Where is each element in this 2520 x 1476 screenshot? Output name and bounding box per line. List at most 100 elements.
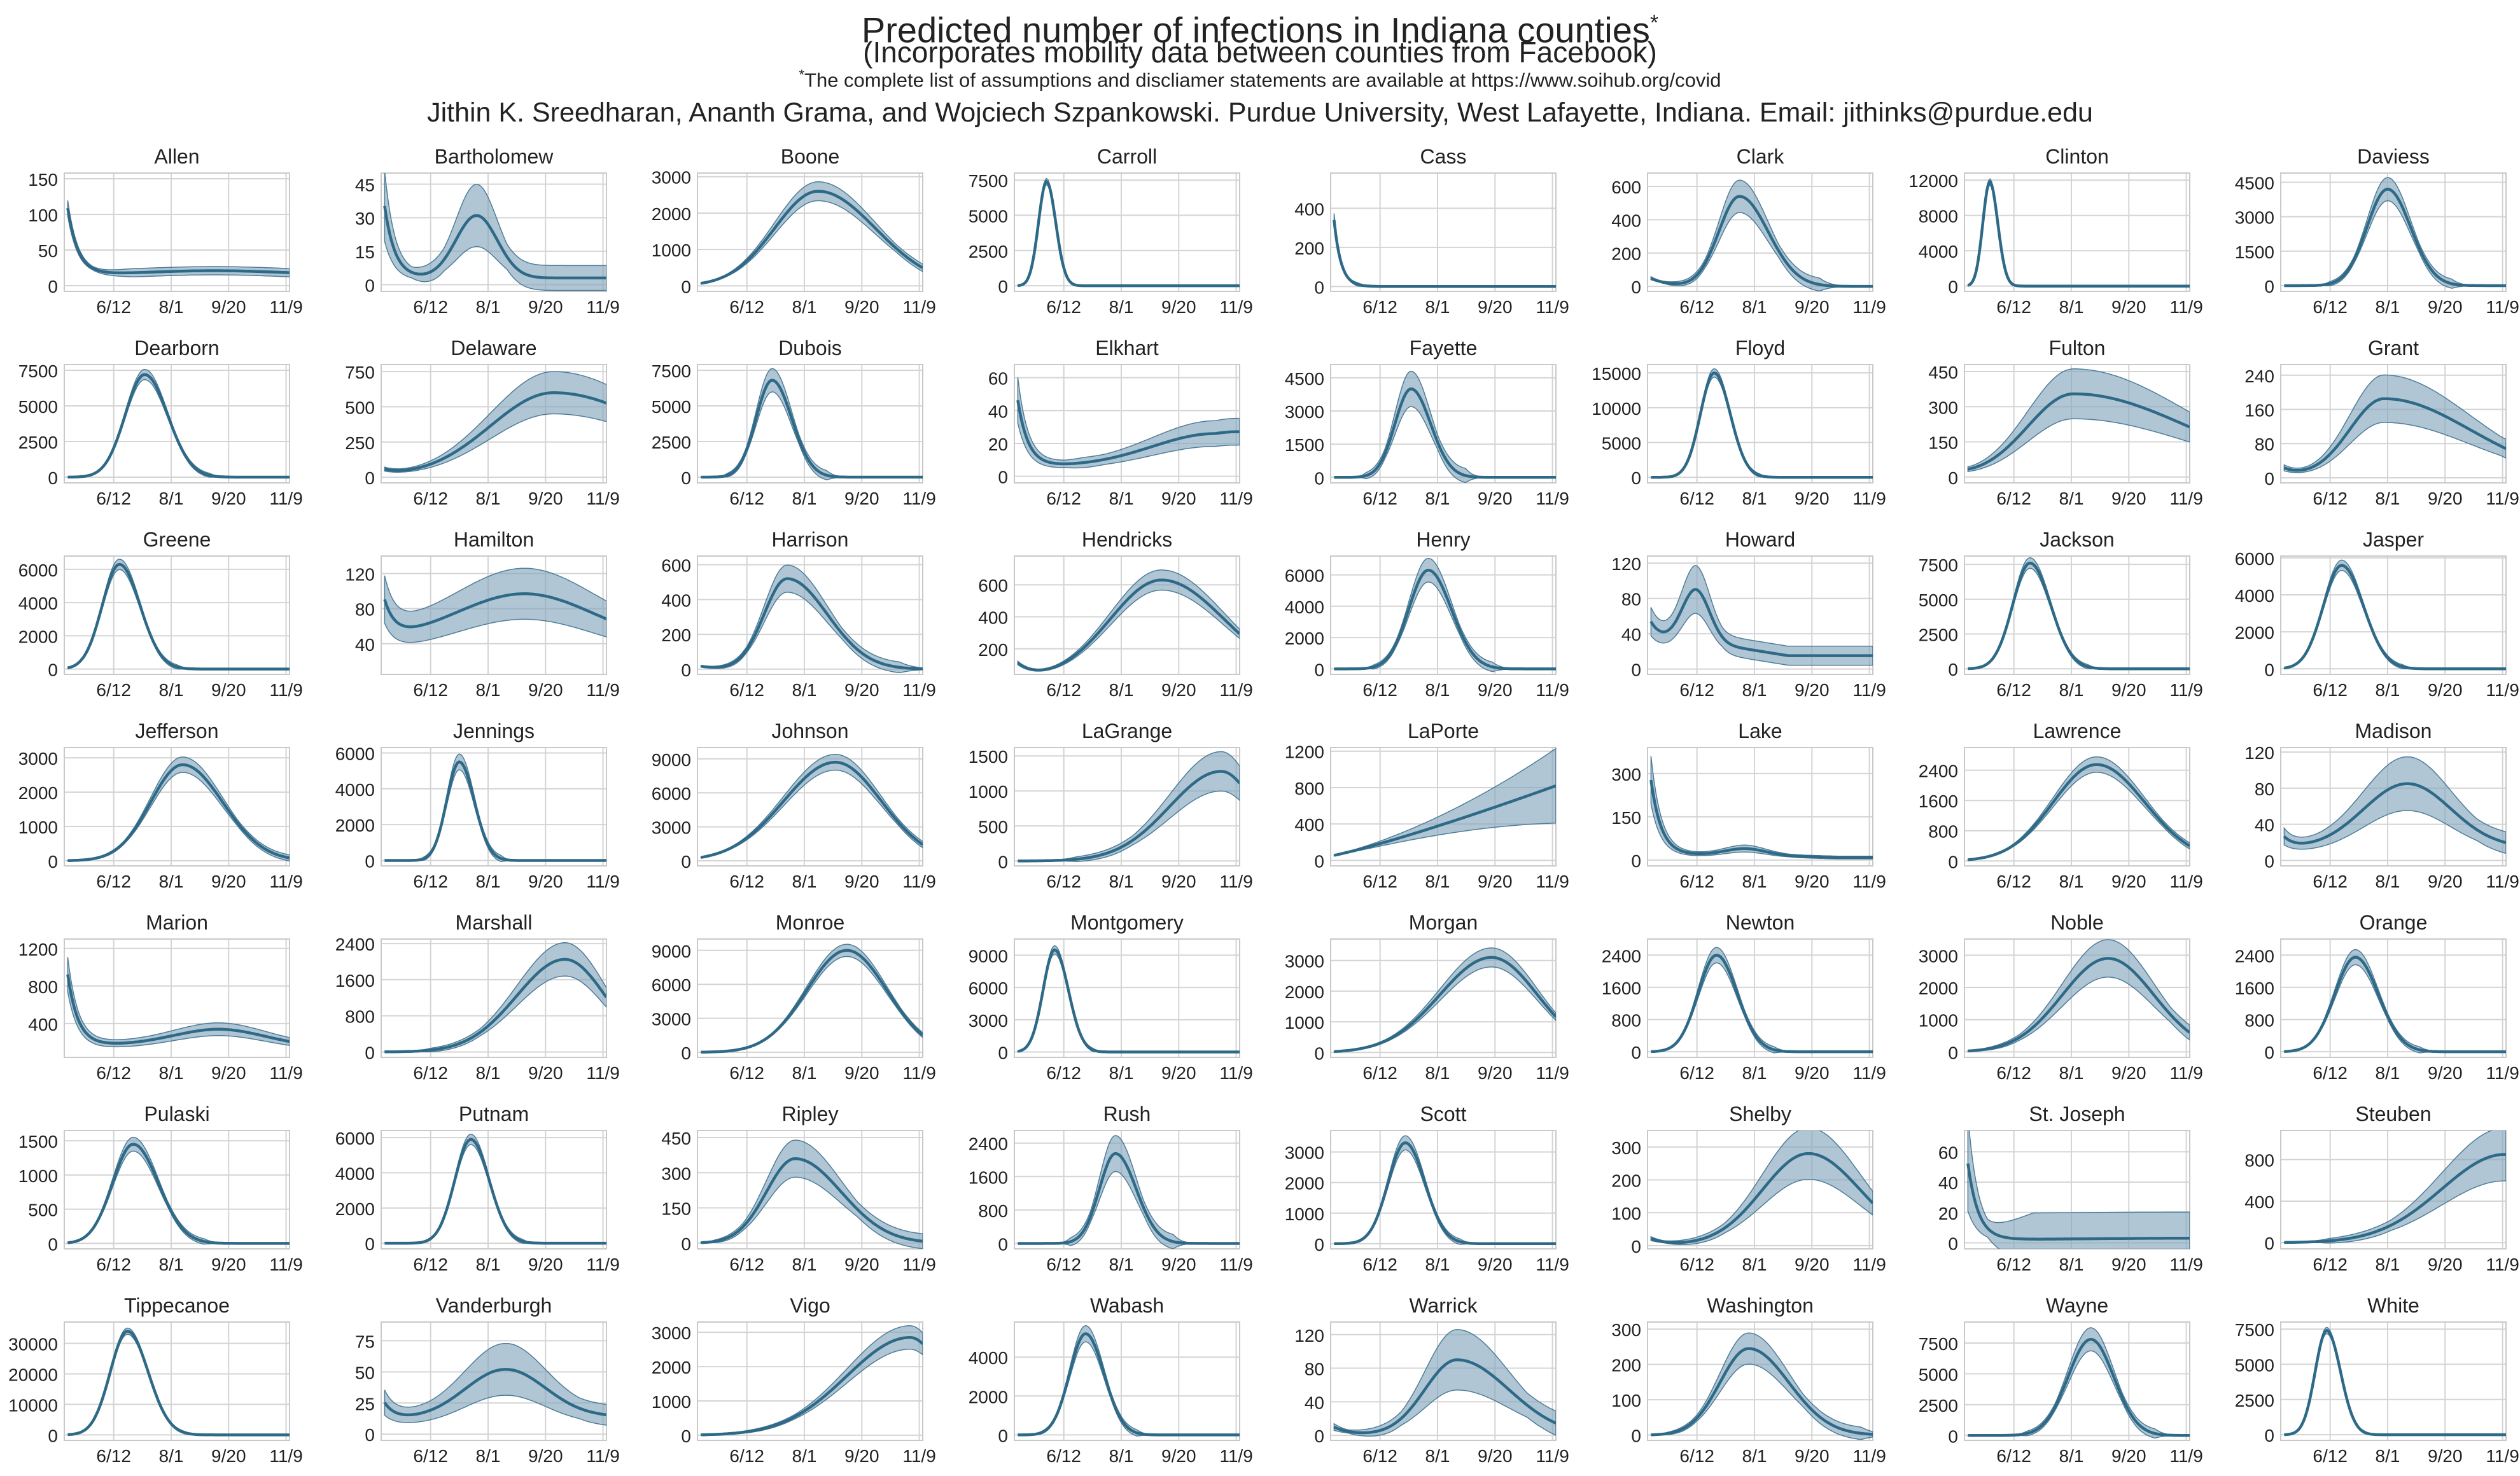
- uncertainty-band: [1650, 1131, 1873, 1246]
- x-tick-label: 8/1: [792, 1063, 817, 1083]
- panel-pulaski: Pulaski 0 500 1000 1500 6/12 8/1 9/20 11/9: [18, 1103, 303, 1274]
- y-tick-label: 6000: [652, 784, 691, 804]
- x-tick-label: 9/20: [1795, 1255, 1830, 1274]
- y-tick-label: 1000: [1285, 1204, 1324, 1224]
- panel-title: Madison: [2355, 720, 2432, 742]
- x-tick-label: 6/12: [1362, 680, 1397, 700]
- plot-frame: [697, 364, 923, 484]
- x-tick-label: 6/12: [413, 680, 448, 700]
- uncertainty-band: [1967, 368, 2190, 473]
- panel-title: Putnam: [459, 1103, 529, 1125]
- y-tick-label: 0: [1948, 1426, 1958, 1446]
- note-footnote-mark: *: [799, 67, 805, 83]
- y-tick-label: 300: [1928, 398, 1958, 417]
- x-tick-label: 11/9: [2169, 297, 2202, 317]
- y-tick-label: 12000: [1908, 171, 1958, 191]
- uncertainty-band: [1334, 370, 1556, 483]
- x-tick-label: 11/9: [2486, 1446, 2519, 1466]
- x-tick-label: 8/1: [159, 1255, 184, 1274]
- y-tick-label: 7500: [2235, 1320, 2274, 1340]
- y-tick-label: 6000: [2235, 549, 2274, 569]
- panel-title: Vigo: [790, 1294, 830, 1317]
- panel-henry: Henry 0 2000 4000 6000 6/12 8/1 9/20 11/9: [1285, 528, 1569, 700]
- x-tick-label: 6/12: [2313, 1446, 2348, 1466]
- y-tick-label: 0: [365, 468, 375, 488]
- x-tick-label: 6/12: [2313, 1255, 2348, 1274]
- y-tick-label: 0: [681, 468, 691, 488]
- y-tick-label: 250: [345, 433, 375, 453]
- plot-frame: [1330, 172, 1557, 292]
- x-tick-label: 6/12: [1996, 872, 2031, 891]
- panel-title: Rush: [1103, 1103, 1151, 1125]
- x-tick-label: 8/1: [792, 1446, 817, 1466]
- prediction-line: [1650, 195, 1873, 288]
- page-title: Predicted number of infections in Indian…: [0, 3, 2520, 51]
- x-tick-label: 6/12: [1046, 680, 1081, 700]
- y-tick-label: 800: [978, 1201, 1008, 1221]
- y-tick-label: 2000: [18, 627, 58, 646]
- uncertainty-band: [700, 1325, 923, 1436]
- uncertainty-band: [1967, 1131, 2190, 1249]
- x-tick-label: 6/12: [1679, 1063, 1714, 1083]
- x-tick-label: 8/1: [1742, 1255, 1767, 1274]
- prediction-line: [1649, 779, 1873, 860]
- y-tick-label: 9000: [652, 942, 691, 961]
- prediction-line: [67, 1330, 290, 1437]
- y-tick-label: 1500: [18, 1132, 58, 1152]
- y-tick-label: 6000: [18, 560, 58, 580]
- x-tick-label: 11/9: [902, 1446, 935, 1466]
- y-tick-label: 50: [38, 241, 58, 261]
- y-tick-label: 20000: [8, 1365, 58, 1384]
- x-tick-label: 9/20: [2111, 297, 2146, 317]
- x-tick-label: 8/1: [476, 1063, 501, 1083]
- y-tick-label: 1600: [2235, 978, 2274, 998]
- panel-title: Pulaski: [144, 1103, 209, 1125]
- x-tick-label: 9/20: [2428, 680, 2463, 700]
- x-tick-label: 9/20: [528, 680, 563, 700]
- y-tick-label: 5000: [1602, 434, 1641, 454]
- panel-jennings: Jennings 0 2000 4000 6000 6/12 8/1 9/20 11/9: [335, 720, 620, 891]
- uncertainty-band: [1018, 1135, 1240, 1249]
- y-tick-label: 0: [1631, 277, 1641, 297]
- y-tick-label: 0: [1314, 1043, 1324, 1063]
- x-tick-label: 8/1: [1742, 680, 1767, 700]
- y-tick-label: 3000: [2235, 208, 2274, 228]
- y-tick-label: 0: [2264, 1043, 2274, 1062]
- y-tick-label: 4500: [1285, 369, 1324, 389]
- x-tick-label: 8/1: [2376, 1446, 2400, 1466]
- plot-frame: [1014, 1130, 1240, 1250]
- x-tick-label: 11/9: [269, 1255, 302, 1274]
- panel-clinton: Clinton 0 4000 8000 12000 6/12 8/1 9/20 11/9: [1908, 145, 2203, 317]
- y-tick-label: 400: [1611, 211, 1641, 230]
- y-tick-label: 2000: [335, 816, 375, 835]
- panel-title: Morgan: [1409, 911, 1478, 934]
- x-tick-label: 6/12: [1679, 680, 1714, 700]
- x-tick-label: 9/20: [1478, 1063, 1513, 1083]
- y-tick-label: 200: [661, 625, 691, 645]
- y-tick-label: 9000: [652, 750, 691, 770]
- x-tick-label: 11/9: [1219, 872, 1252, 891]
- prediction-line: [383, 1368, 606, 1417]
- panel-title: Dearborn: [134, 337, 219, 359]
- y-tick-label: 7500: [18, 361, 58, 381]
- x-tick-label: 8/1: [2059, 1063, 2084, 1083]
- panel-title: Vanderburgh: [436, 1294, 552, 1317]
- plot-frame: [64, 1130, 290, 1250]
- x-tick-label: 6/12: [729, 489, 764, 508]
- panel-title: Orange: [2360, 911, 2428, 934]
- title-text: Predicted number of infections in Indian…: [861, 10, 1650, 50]
- title-footnote-mark: *: [1649, 11, 1659, 35]
- x-tick-label: 9/20: [844, 1255, 879, 1274]
- y-tick-label: 1600: [1919, 791, 1958, 811]
- y-tick-label: 800: [1611, 1011, 1641, 1031]
- prediction-line: [1334, 569, 1556, 671]
- y-tick-label: 200: [1611, 244, 1641, 264]
- x-tick-label: 8/1: [792, 872, 817, 891]
- uncertainty-band: [67, 200, 290, 277]
- prediction-line: [1651, 954, 1873, 1054]
- uncertainty-band: [2284, 1326, 2506, 1435]
- uncertainty-band: [1968, 557, 2190, 669]
- panel-dubois: Dubois 0 2500 5000 7500 6/12 8/1 9/20 11/9: [652, 337, 936, 508]
- y-tick-label: 2000: [1919, 978, 1958, 998]
- panel-title: Lawrence: [2033, 720, 2122, 742]
